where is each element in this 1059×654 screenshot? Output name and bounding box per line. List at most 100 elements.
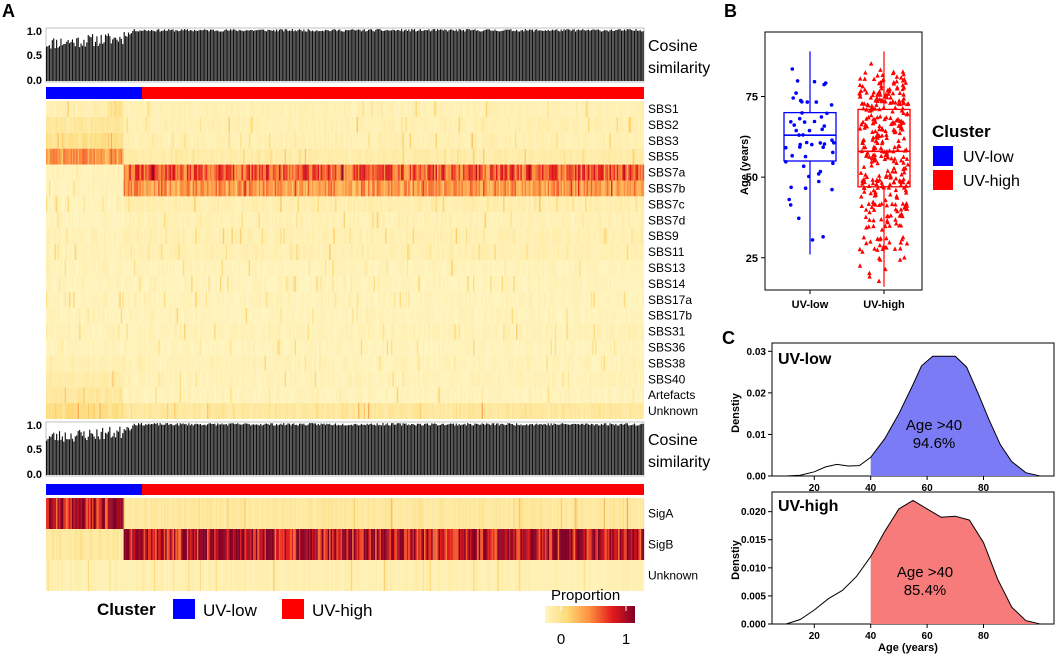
heatmap-cell (533, 164, 535, 181)
heatmap-cell (71, 101, 74, 117)
heatmap-cell (336, 164, 338, 181)
heatmap-cell (467, 260, 469, 276)
cosine-bar (244, 30, 246, 81)
heatmap-cell (405, 196, 407, 213)
heatmap-cell (179, 164, 182, 181)
heatmap-cell (576, 101, 579, 117)
heatmap-cell (155, 101, 157, 117)
heatmap-cell (158, 148, 160, 165)
heatmap-cell (290, 260, 292, 276)
heatmap-cell (54, 101, 57, 117)
heatmap-cell (589, 196, 591, 213)
heatmap-cell (462, 244, 465, 260)
heatmap-cell (569, 260, 571, 276)
heatmap-cell (442, 244, 445, 260)
heatmap-cell (405, 228, 407, 245)
heatmap-cell (106, 228, 108, 245)
heatmap-cell (122, 116, 124, 133)
heatmap-cell (139, 212, 142, 229)
heatmap-cell (113, 260, 116, 276)
heatmap-cell (518, 196, 521, 213)
heatmap-cell (414, 228, 416, 245)
heatmap-cell (504, 212, 507, 229)
cosine-bar (355, 30, 357, 82)
cosine-bar (251, 30, 253, 81)
heatmap-cell (409, 101, 412, 117)
heatmap-cell (641, 101, 643, 117)
heatmap-cell (255, 196, 258, 213)
heatmap-cell (83, 196, 85, 213)
heatmap-cell (288, 148, 291, 165)
heatmap-cell (136, 132, 139, 149)
heatmap-cell (90, 228, 93, 245)
heatmap-cell (573, 148, 576, 165)
heatmap-cell (96, 260, 98, 276)
cosine-bar (511, 31, 513, 81)
heatmap-cell (234, 260, 236, 276)
heatmap-cell (375, 244, 377, 260)
heatmap-cell (544, 180, 547, 197)
heatmap-cell (529, 228, 531, 245)
heatmap-cell (524, 116, 527, 133)
heatmap-cell (255, 228, 258, 245)
heatmap-cell (529, 212, 531, 229)
cosine-bar (46, 46, 48, 81)
heatmap-cell (97, 244, 100, 260)
heatmap-cell (589, 244, 591, 260)
heatmap-cell (81, 164, 84, 181)
heatmap-cell (470, 228, 472, 245)
heatmap-cell (332, 101, 334, 117)
heatmap-cell (113, 196, 116, 213)
heatmap-cell (559, 148, 561, 165)
heatmap-cell (271, 260, 274, 276)
heatmap-cell (415, 116, 418, 133)
heatmap-cell (189, 260, 192, 276)
heatmap-cell (350, 148, 353, 165)
heatmap-cell (595, 244, 597, 260)
heatmap-cell (238, 116, 241, 133)
heatmap-cell (320, 196, 323, 213)
heatmap-cell (559, 132, 561, 149)
heatmap-cell (461, 260, 464, 276)
heatmap-cell (411, 228, 413, 245)
heatmap-cell (622, 244, 625, 260)
heatmap-cell (294, 244, 297, 260)
cosine-tick-top-1: 1.0 (27, 26, 42, 38)
heatmap-cell (366, 164, 369, 181)
heatmap-cell (399, 148, 402, 165)
heatmap-cell (464, 212, 466, 229)
heatmap-cell (580, 101, 583, 117)
heatmap-cell (557, 101, 560, 117)
heatmap-cell (126, 260, 129, 276)
heatmap-cell (363, 212, 366, 229)
heatmap-cell (621, 212, 623, 229)
heatmap-cell (228, 101, 231, 117)
heatmap-cell (71, 196, 74, 213)
heatmap-cell (303, 244, 305, 260)
heatmap-cell (251, 148, 254, 165)
heatmap-cell (133, 196, 136, 213)
heatmap-cell (454, 148, 456, 165)
heatmap-cell (51, 260, 54, 276)
heatmap-cell (434, 132, 436, 149)
cosine-bar (143, 29, 145, 81)
heatmap-cell (87, 180, 90, 197)
heatmap-cell (48, 116, 51, 133)
heatmap-cell (462, 148, 465, 165)
heatmap-cell (629, 164, 632, 181)
heatmap-cell (421, 196, 423, 213)
heatmap-cell (399, 132, 402, 149)
cosine-bar (205, 29, 207, 81)
heatmap-cell (107, 164, 110, 181)
heatmap-cell (360, 244, 363, 260)
heatmap-cell (74, 148, 77, 165)
heatmap-cell (153, 212, 156, 229)
heatmap-cell (619, 228, 622, 245)
heatmap-cell (103, 244, 106, 260)
heatmap-cell (599, 148, 602, 165)
heatmap-cell (73, 180, 75, 197)
heatmap-cell (590, 101, 593, 117)
heatmap-cell (172, 228, 175, 245)
heatmap-cell (77, 148, 80, 165)
heatmap-cell (201, 148, 203, 165)
